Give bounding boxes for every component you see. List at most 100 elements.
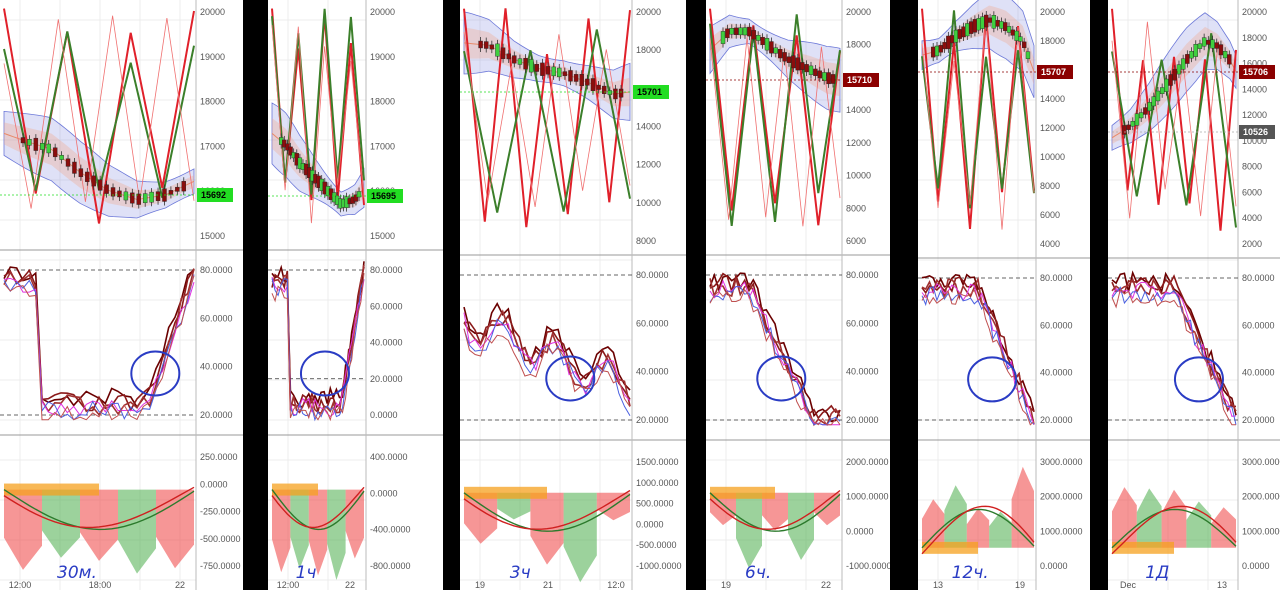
macd-tick-label: 0.0000 [370,488,398,498]
candle-up [742,27,748,36]
candle-down [72,161,77,174]
macd-tick-label: 500.0000 [636,499,674,509]
candle-down [1126,124,1131,130]
bollinger-band [271,102,365,217]
price-tick-label: 10000 [1040,152,1065,162]
price-tick-label: 6000 [1040,210,1060,220]
candle-down [1168,74,1173,86]
timeframe-annotation: 30м. [57,563,97,583]
candle-down [804,64,809,73]
red-zigzag-line [3,8,195,224]
candle-down [181,181,186,192]
candle-down [613,88,618,100]
candle-down [1185,54,1190,64]
candle-down [540,62,545,76]
price-tick-label: 4000 [1040,239,1060,249]
candle-down [1214,42,1219,49]
candle-down [1010,29,1016,36]
x-tick-label: 13 [1217,580,1227,590]
osc-tick-label: 80.0000 [1242,273,1275,283]
macd-tick-label: 0.0000 [846,526,874,536]
candle-up [40,143,45,150]
candle-down [1206,39,1211,45]
macd-histogram-area [1186,501,1212,548]
macd-tick-label: -1000.0000 [636,561,682,571]
macd-signal-line [271,486,365,529]
hand-drawn-circle [299,350,350,397]
macd-tick-label: 2000.0000 [1040,492,1083,502]
candle-down [782,52,787,62]
candle-up [1164,78,1169,92]
candle-down [484,41,489,49]
macd-tick-label: 250.0000 [200,452,238,462]
macd-tick-label: -750.0000 [200,561,241,571]
x-tick-label: Dec [1120,580,1137,590]
macd-orange-area [272,483,318,496]
candle-up [557,67,562,78]
macd-orange-area [1112,541,1174,554]
osc-tick-label: 20.0000 [200,410,233,420]
macd-histogram-area [327,489,346,580]
osc-tick-label: 20.0000 [846,415,879,425]
candle-up [738,27,743,36]
price-tick-label: 12000 [1040,123,1065,133]
candle-up [1155,90,1161,102]
candle-down [288,146,293,156]
candle-up [1014,30,1019,41]
macd-tick-label: 0.0000 [1040,561,1068,571]
price-tick-label: 19000 [370,52,395,62]
price-tick-label: 2000 [1242,239,1262,249]
candle-up [1130,121,1135,127]
candle-down [579,74,584,87]
red-zigzag-line [463,8,631,228]
chart-svg: 2000018000160001400012000100008000600040… [918,0,1090,590]
timeframe-annotation: 6ч. [745,563,771,583]
macd-signal-line [3,486,195,529]
candle-down [769,41,774,54]
price-tick-label: 18000 [370,97,395,107]
macd-signal-line [709,489,841,530]
oscillator-line [709,285,841,426]
macd-histogram-area [710,492,736,526]
oscillator-line [1111,288,1236,426]
candle-up [142,193,148,204]
candle-down [817,70,823,79]
last-price-label: 15707 [1041,67,1066,77]
candle-up [495,43,500,57]
timeframe-annotation: 1ч [296,563,317,583]
chart-panel-3h: 2000018000160001400012000100008000157018… [460,0,686,590]
candle-up [1006,26,1012,33]
macd-tick-label: -800.0000 [370,561,411,571]
candle-up [1138,112,1144,119]
candle-up [1210,39,1215,49]
oscillator-line [3,266,195,409]
oscillator-line [1111,281,1237,417]
osc-tick-label: 60.0000 [1040,320,1073,330]
chart-svg: 2000019000180001700016000150001569580.00… [268,0,443,590]
macd-histogram-area [272,489,291,573]
candle-down [500,47,506,59]
candle-down [747,26,752,37]
candle-down [97,179,103,191]
candle-up [1222,51,1228,59]
chart-svg: 2000018000160001400012000100008000600040… [1108,0,1280,590]
candle-down [813,68,818,76]
osc-tick-label: 40.0000 [1040,368,1073,378]
macd-tick-label: 2000.0000 [846,457,889,467]
last-price-badge [367,189,403,203]
macd-tick-label: 1000.0000 [636,478,679,488]
candle-up [1159,87,1165,95]
chart-panel-12h: 2000018000160001400012000100008000600040… [918,0,1090,590]
candle-down [725,28,730,39]
macd-line [709,492,841,532]
macd-histogram-area [497,492,531,520]
price-tick-label: 10000 [1242,136,1267,146]
oscillator-line [3,268,195,412]
green-zigzag-line [1111,33,1237,228]
candle-down [20,137,26,144]
price-tick-label: 10000 [636,198,661,208]
osc-tick-label: 40.0000 [200,362,233,372]
macd-histogram-area [290,489,309,569]
candle-up [123,191,129,201]
candle-down [830,74,836,84]
